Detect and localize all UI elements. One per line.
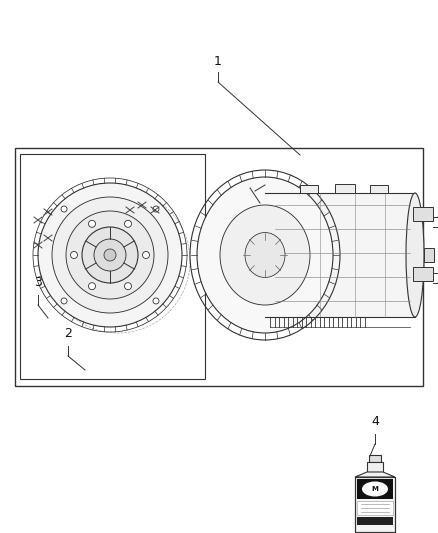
Ellipse shape <box>245 232 285 278</box>
Circle shape <box>82 227 138 283</box>
Circle shape <box>104 249 116 261</box>
Bar <box>265 193 415 317</box>
Circle shape <box>88 220 95 227</box>
Bar <box>357 517 393 525</box>
Bar <box>369 455 381 462</box>
Circle shape <box>124 220 131 227</box>
Ellipse shape <box>197 177 333 333</box>
Bar <box>424 248 434 262</box>
Bar <box>357 501 393 515</box>
Bar <box>413 207 433 221</box>
Text: 2: 2 <box>64 327 72 340</box>
Text: M: M <box>371 486 378 492</box>
Bar <box>15 148 423 386</box>
Bar <box>367 462 383 472</box>
Circle shape <box>52 197 168 313</box>
Ellipse shape <box>362 481 388 497</box>
Bar <box>355 477 395 532</box>
Circle shape <box>124 282 131 289</box>
Ellipse shape <box>220 205 310 305</box>
Bar <box>413 267 433 281</box>
Circle shape <box>153 298 159 304</box>
Circle shape <box>38 183 182 327</box>
Circle shape <box>142 252 149 259</box>
Polygon shape <box>355 472 395 477</box>
Circle shape <box>61 206 67 212</box>
Circle shape <box>66 211 154 299</box>
Text: 1: 1 <box>214 55 222 68</box>
Circle shape <box>61 298 67 304</box>
Text: 3: 3 <box>34 276 42 289</box>
Circle shape <box>88 282 95 289</box>
Text: 4: 4 <box>371 415 379 428</box>
Circle shape <box>94 239 126 271</box>
Bar <box>357 479 393 499</box>
Ellipse shape <box>406 193 424 317</box>
Circle shape <box>153 206 159 212</box>
Bar <box>335 184 355 193</box>
Bar <box>20 154 205 379</box>
Bar <box>370 185 388 193</box>
Circle shape <box>71 252 78 259</box>
Bar <box>355 477 395 532</box>
Bar <box>300 185 318 193</box>
